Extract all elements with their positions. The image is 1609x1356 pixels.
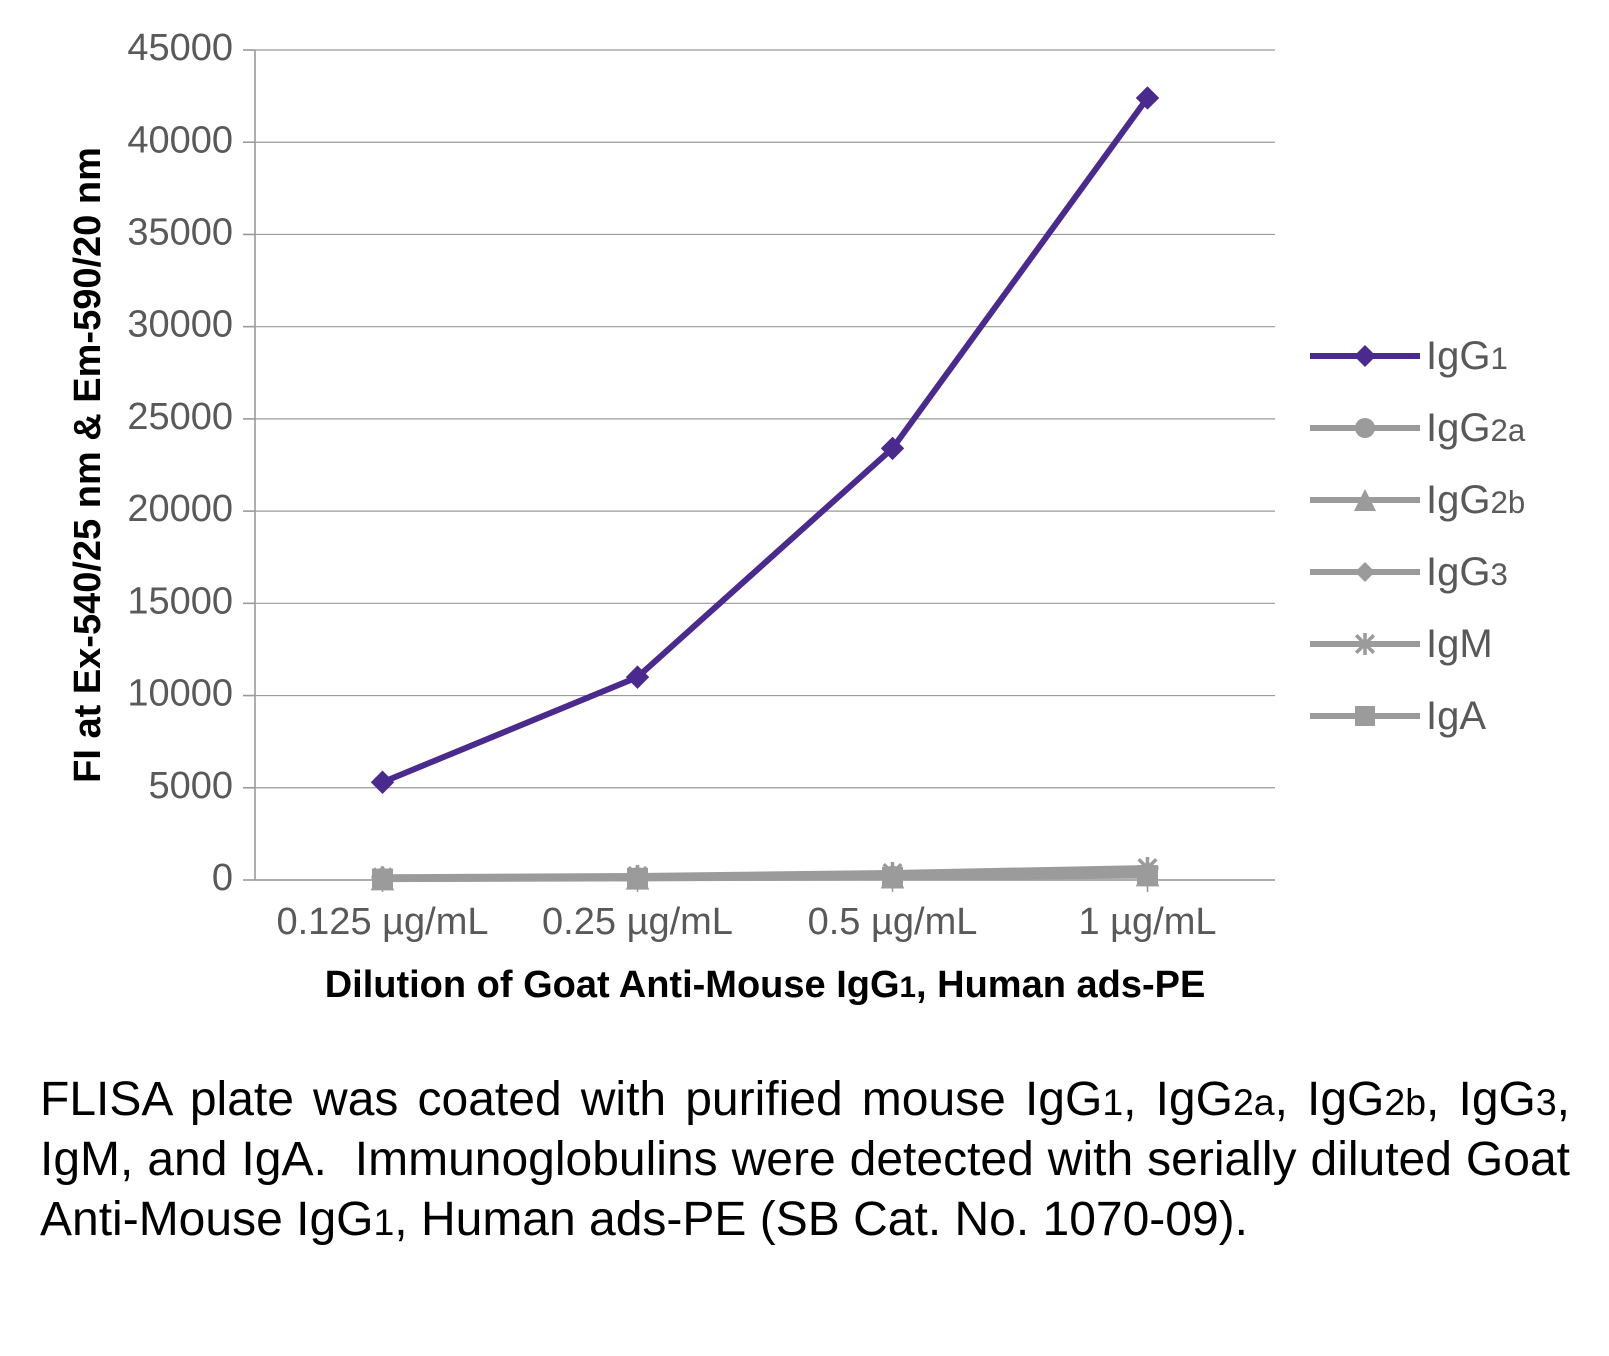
legend-swatch-IgA [1310, 696, 1420, 736]
legend-swatch-IgG2b [1310, 480, 1420, 520]
series-IgM [372, 857, 1159, 888]
legend-item-IgG2a: IgG2a [1310, 392, 1525, 464]
svg-text:10000: 10000 [127, 673, 233, 715]
svg-text:35000: 35000 [127, 211, 233, 253]
svg-text:FI at Ex-540/25 nm & Em-590/20: FI at Ex-540/25 nm & Em-590/20 nm [67, 147, 109, 783]
legend-swatch-IgM [1310, 624, 1420, 664]
svg-text:0.5 µg/mL: 0.5 µg/mL [808, 901, 978, 943]
series-IgG1 [372, 87, 1159, 793]
svg-text:0.125 µg/mL: 0.125 µg/mL [276, 901, 488, 943]
svg-text:1 µg/mL: 1 µg/mL [1078, 901, 1216, 943]
svg-text:40000: 40000 [127, 119, 233, 161]
svg-text:25000: 25000 [127, 396, 233, 438]
legend-label-IgG2a: IgG2a [1426, 406, 1525, 451]
legend-item-IgG3: IgG3 [1310, 536, 1525, 608]
legend-label-IgG1: IgG1 [1426, 334, 1508, 379]
page: 0 5000 10000 15000 20000 25000 30000 35000 40000… [0, 0, 1609, 1356]
svg-text:30000: 30000 [127, 304, 233, 346]
chart-container: 0 5000 10000 15000 20000 25000 30000 35000 40000… [40, 20, 1570, 1050]
legend-swatch-IgG1 [1310, 336, 1420, 376]
legend-label-IgG2b: IgG2b [1426, 478, 1525, 523]
svg-text:Dilution of Goat Anti-Mouse Ig: Dilution of Goat Anti-Mouse IgG1, Human … [325, 964, 1206, 1006]
caption-text: FLISA plate was coated with purified mou… [40, 1070, 1570, 1250]
svg-text:5000: 5000 [148, 765, 233, 807]
svg-text:20000: 20000 [127, 488, 233, 530]
legend-swatch-IgG3 [1310, 552, 1420, 592]
legend-swatch-IgG2a [1310, 408, 1420, 448]
legend-item-IgG2b: IgG2b [1310, 464, 1525, 536]
legend-item-IgM: IgM [1310, 608, 1525, 680]
legend-label-IgM: IgM [1426, 622, 1493, 667]
svg-text:15000: 15000 [127, 580, 233, 622]
svg-text:0: 0 [212, 857, 233, 899]
legend: IgG1 IgG2a IgG2b IgG3 IgM IgA [1310, 320, 1525, 752]
legend-item-IgG1: IgG1 [1310, 320, 1525, 392]
legend-item-IgA: IgA [1310, 680, 1525, 752]
legend-label-IgG3: IgG3 [1426, 550, 1508, 595]
svg-text:0.25 µg/mL: 0.25 µg/mL [542, 901, 733, 943]
svg-text:45000: 45000 [127, 27, 233, 69]
legend-label-IgA: IgA [1426, 694, 1486, 739]
